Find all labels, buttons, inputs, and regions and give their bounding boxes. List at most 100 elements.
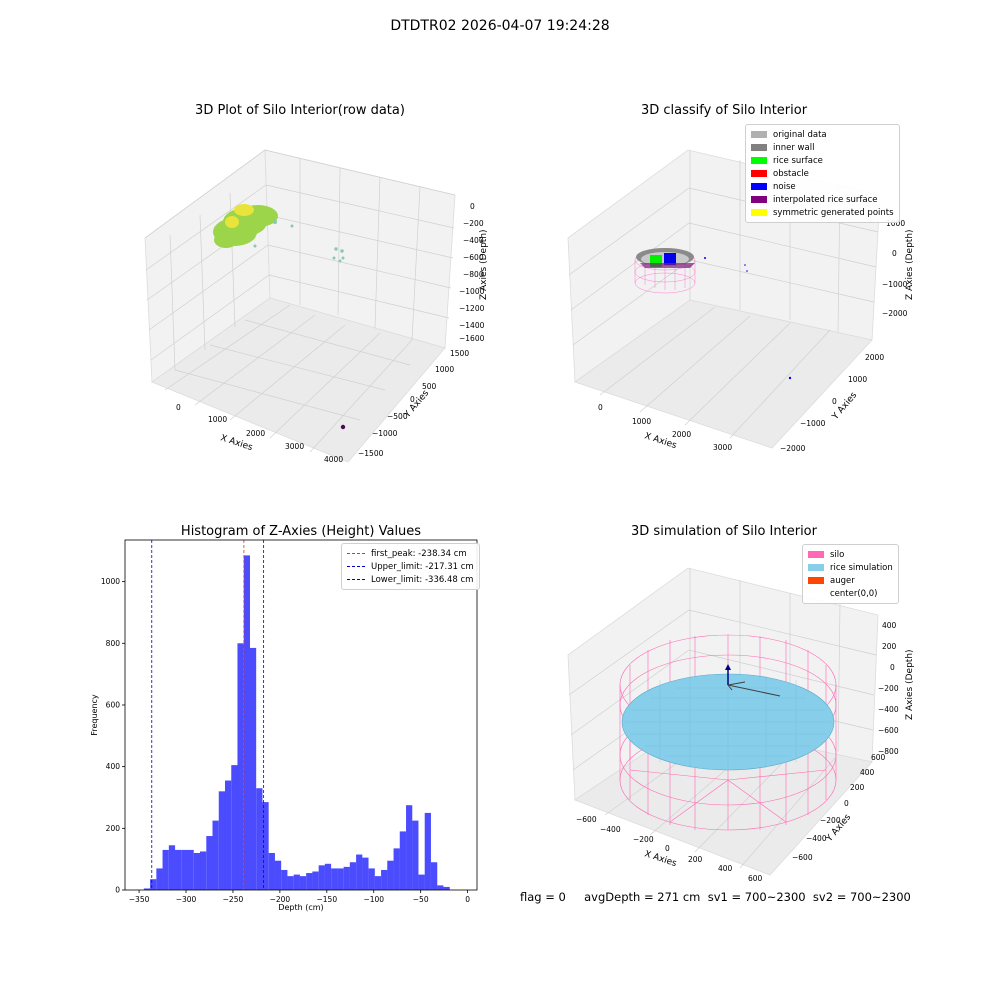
p1-x-tick: 2000: [246, 429, 265, 438]
p4-z-tick: −200: [878, 684, 899, 693]
p4-z-tick: −600: [878, 726, 899, 735]
histogram-bar: [293, 874, 300, 890]
legend-item: center(0,0): [808, 587, 893, 600]
histogram-bar: [162, 849, 169, 890]
p1-y-tick: −1500: [358, 449, 384, 458]
legend-swatch: [751, 196, 767, 203]
histogram-bar: [331, 868, 338, 890]
histogram-bar: [168, 845, 176, 890]
p4-z-tick: 200: [882, 642, 897, 651]
histogram-bar: [143, 888, 151, 890]
panel3-title: Histogram of Z-Axies (Height) Values: [180, 524, 422, 539]
p2-x-tick: 2000: [672, 430, 691, 439]
legend-item: Upper_limit: -217.31 cm: [347, 560, 474, 573]
legend-item: auger: [808, 574, 893, 587]
legend-item: rice simulation: [808, 561, 893, 574]
p2-z-tick: −2000: [882, 309, 908, 318]
legend-label: Lower_limit: -336.48 cm: [371, 574, 474, 585]
p2-z-label: Z Axies (Depth): [905, 229, 915, 300]
histogram-bar: [268, 852, 275, 890]
panel4-legend: silo rice simulation auger center(0,0): [802, 544, 899, 604]
legend-item: inner wall: [751, 141, 894, 154]
p1-z-tick: −1200: [459, 304, 485, 313]
histogram-bar: [199, 851, 207, 890]
p4-y-tick: 0: [844, 799, 849, 808]
x-tick-label: −150: [317, 895, 338, 904]
legend-item: Lower_limit: -336.48 cm: [347, 573, 474, 586]
p1-y-tick: −1000: [372, 429, 398, 438]
p4-z-tick: −800: [878, 747, 899, 756]
legend-label: Upper_limit: -217.31 cm: [371, 561, 474, 572]
p4-z-tick: 400: [882, 621, 897, 630]
legend-label: rice surface: [773, 155, 823, 166]
legend-item: obstacle: [751, 167, 894, 180]
histogram-bar: [212, 820, 219, 890]
x-tick-label: −250: [223, 895, 244, 904]
histogram-bar: [299, 876, 307, 890]
legend-label: silo: [830, 549, 845, 560]
panel1-title: 3D Plot of Silo Interior(row data): [195, 103, 405, 118]
p1-z-tick: −600: [463, 253, 484, 262]
x-tick-label: −50: [413, 895, 429, 904]
legend-swatch: [751, 170, 767, 177]
p4-z-label: Z Axies (Depth): [905, 649, 915, 720]
histogram-bar: [418, 874, 425, 890]
histogram-bar: [399, 831, 406, 890]
p1-z-tick: −800: [463, 270, 484, 279]
histogram-bar: [337, 868, 344, 890]
panel2-3d-plot: 0 1000 2000 3000 −2000 −1000 0 1000 2000…: [567, 149, 915, 453]
legend-swatch: [751, 157, 767, 164]
panel1-3d-plot: 0 1000 2000 3000 4000 −1500 −1000 −500 0…: [144, 149, 489, 464]
figure-title: DTDTR02 2026-04-07 19:24:28: [390, 18, 610, 34]
legend-line-swatch: [347, 553, 365, 554]
p2-y-label: Y Axies: [830, 390, 859, 422]
histogram-bar: [431, 862, 438, 890]
histogram-bar: [343, 866, 350, 890]
p4-x-tick: −600: [576, 815, 597, 824]
panel2-title: 3D classify of Silo Interior: [640, 103, 808, 118]
x-tick-label: −100: [363, 895, 384, 904]
histogram-bar: [306, 873, 313, 890]
p2-x-tick: 3000: [713, 443, 732, 452]
legend-label: symmetric generated points: [773, 207, 894, 218]
p2-x-tick: 0: [598, 403, 603, 412]
x-tick-label: −300: [176, 895, 197, 904]
legend-line-swatch: [347, 566, 365, 567]
legend-label: inner wall: [773, 142, 815, 153]
legend-swatch: [808, 551, 824, 558]
p4-y-tick: −600: [792, 853, 813, 862]
panel2-legend: original data inner wall rice surface obsta…: [745, 124, 900, 223]
p2-z-tick: 0: [892, 249, 897, 258]
legend-line-swatch: [347, 579, 365, 580]
y-tick-label: 200: [106, 824, 121, 833]
legend-label: obstacle: [773, 168, 809, 179]
histogram-bar: [150, 879, 157, 890]
p1-y-tick: −500: [387, 412, 408, 421]
histogram-bar: [381, 869, 388, 890]
p1-z-tick: −1400: [459, 321, 485, 330]
legend-label: noise: [773, 181, 796, 192]
p2-y-tick: 2000: [865, 353, 884, 362]
p1-z-tick: −400: [463, 236, 484, 245]
y-tick-label: 1000: [101, 577, 120, 586]
p4-y-tick: −200: [820, 816, 841, 825]
legend-label: rice simulation: [830, 562, 893, 573]
p4-y-tick: 200: [850, 783, 865, 792]
panel4-3d-plot: −600 −400 −200 0 200 400 600 −600 −400 −…: [567, 567, 915, 883]
legend-swatch: [808, 590, 824, 597]
p4-x-tick: 600: [748, 874, 763, 883]
histogram-bar: [206, 836, 213, 890]
p2-y-tick: −1000: [800, 419, 826, 428]
legend-item: first_peak: -238.34 cm: [347, 547, 474, 560]
histogram-bar: [243, 555, 250, 890]
p1-y-tick: 500: [422, 382, 437, 391]
histogram-bar: [156, 868, 163, 890]
histogram-bar: [424, 812, 431, 890]
histogram-bar: [312, 871, 319, 890]
p2-y-tick: −2000: [780, 444, 806, 453]
histogram-bar: [262, 802, 269, 890]
p4-z-tick: −400: [878, 705, 899, 714]
histogram-bar: [443, 886, 450, 890]
p4-y-tick: 600: [871, 753, 886, 762]
y-tick-label: 600: [106, 700, 121, 709]
